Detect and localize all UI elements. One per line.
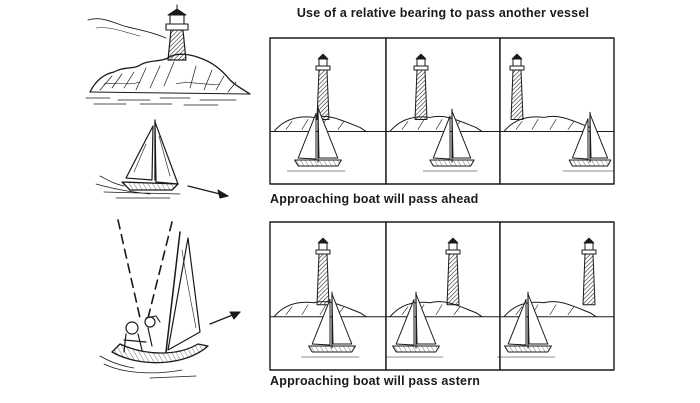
island-lighthouse [85, 4, 251, 106]
row-pass-ahead [269, 37, 615, 185]
scene-panel [499, 37, 615, 185]
helmsman-bearing [99, 219, 241, 379]
panel-grid [269, 37, 615, 371]
title: Use of a relative bearing to pass anothe… [296, 6, 590, 20]
scene-panel [269, 221, 387, 371]
row-pass-astern [269, 221, 615, 371]
scene-panel [269, 37, 387, 185]
scene-panel [497, 221, 615, 371]
scene-panel [385, 37, 501, 185]
sailboat-heading-right [95, 119, 229, 199]
caption-pass-ahead: Approaching boat will pass ahead [270, 192, 479, 206]
scene-panel [385, 221, 501, 371]
caption-pass-astern: Approaching boat will pass astern [270, 374, 481, 388]
